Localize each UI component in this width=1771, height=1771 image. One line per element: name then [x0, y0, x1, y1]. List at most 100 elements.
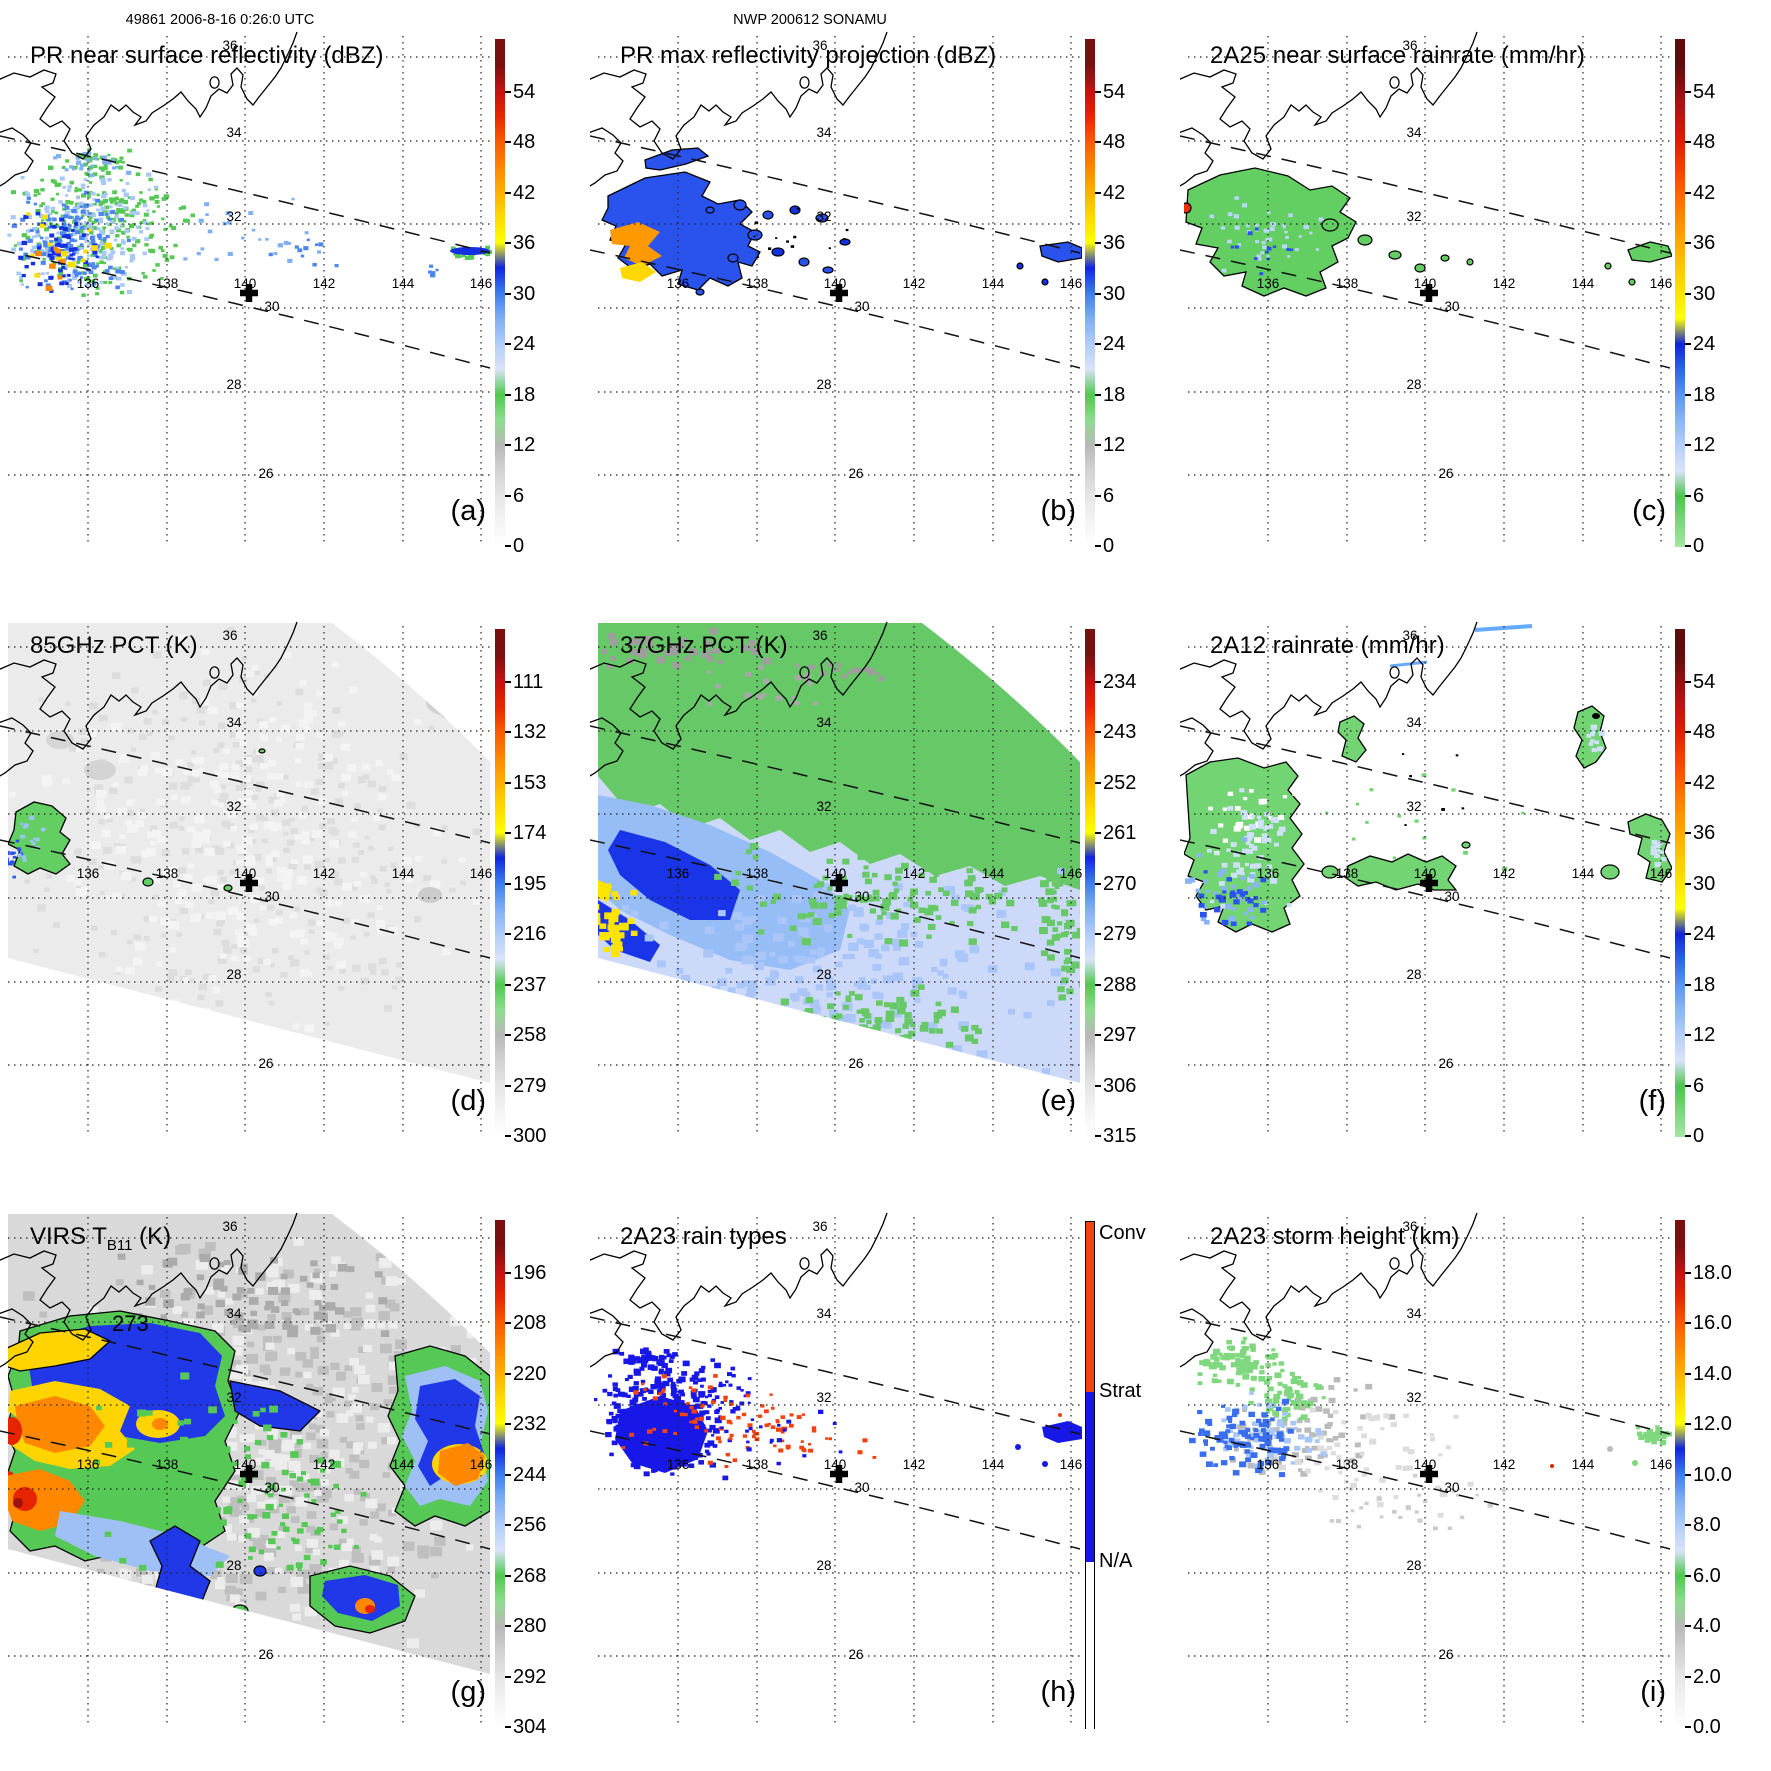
panel-letter: (a)	[450, 495, 486, 527]
data-features	[7, 147, 492, 297]
lon-label: 138	[156, 866, 179, 881]
colorbar-tick-label: 304	[513, 1716, 547, 1739]
colorbar-tick	[505, 141, 511, 144]
colorbar-tick	[505, 1625, 511, 1628]
lat-label: 28	[816, 1558, 831, 1573]
colorbar-tick-label: 48	[513, 131, 536, 154]
lat-label: 26	[848, 466, 863, 481]
colorbar-tick-label: 54	[1103, 80, 1126, 103]
lat-label: 28	[226, 967, 241, 982]
colorbar-tick	[505, 242, 511, 245]
colorbar-tick	[1685, 141, 1691, 144]
storm-center-cross	[1420, 1465, 1438, 1483]
colorbar-tick-label: 279	[1103, 923, 1137, 946]
latlon-grid	[8, 626, 490, 1136]
panel-title-text: PR near surface reflectivity (dBZ)	[30, 42, 384, 69]
colorbar-tick-label: 292	[513, 1665, 547, 1688]
colorbar-tick-label: 174	[513, 822, 547, 845]
lon-label: 144	[1572, 866, 1595, 881]
data-features	[8, 1231, 490, 1657]
colorbar-tick-label: 12	[1103, 434, 1126, 457]
colorbar	[1675, 629, 1685, 1137]
colorbar-tick-label: 232	[513, 1413, 547, 1436]
colorbar-tick-label: 24	[513, 333, 536, 356]
lon-label: 138	[156, 276, 179, 291]
colorbar-tick	[1685, 983, 1691, 986]
lat-label: 26	[258, 1647, 273, 1662]
map-svg: 136 138 140 142 144 146 36 34 32 30 28 26	[590, 621, 1082, 1136]
overpass-header: 49861 2006-8-16 0:26:0 UTC	[125, 12, 315, 28]
overpass-header: NWP 200612 SONAMU	[733, 12, 887, 28]
lon-label: 144	[392, 276, 415, 291]
lon-label: 140	[234, 276, 257, 291]
lat-label: 30	[264, 1480, 279, 1495]
coastline	[0, 31, 298, 187]
lat-label: 28	[226, 1558, 241, 1573]
colorbar-tick	[505, 1135, 511, 1138]
data-features	[594, 1347, 1082, 1481]
colorbar-tick	[1095, 545, 1101, 548]
colorbar-tick	[505, 90, 511, 93]
lon-label: 136	[1257, 866, 1280, 881]
colorbar-tick	[1685, 1084, 1691, 1087]
colorbar-tick	[1685, 832, 1691, 835]
map-svg: 136 138 140 142 144 146 36 34 32 30 28 26	[1180, 31, 1672, 546]
latlon-grid	[8, 36, 490, 546]
lat-label: 26	[1438, 1647, 1453, 1662]
colorbar-tick-label: 243	[1103, 721, 1137, 744]
colorbar-tick	[1685, 781, 1691, 784]
colorbar-tick	[1685, 444, 1691, 447]
coastline	[590, 1212, 888, 1368]
lat-label: 32	[226, 1390, 241, 1405]
colorbar-tick-label: 2.0	[1693, 1665, 1721, 1688]
panel-letter: (c)	[1632, 495, 1666, 527]
lon-label: 136	[667, 866, 690, 881]
colorbar-tick-label: 48	[1693, 131, 1716, 154]
colorbar-tick-label: 42	[1693, 771, 1716, 794]
colorbar-tick	[505, 191, 511, 194]
colorbar-tick	[505, 343, 511, 346]
colorbar-tick-label: 132	[513, 721, 547, 744]
colorbar-tick-label: 30	[1103, 282, 1126, 305]
colorbar-tick-label: 153	[513, 771, 547, 794]
colorbar-tick-label: 297	[1103, 1024, 1137, 1047]
lon-label: 140	[234, 1457, 257, 1472]
colorbar-tick	[1685, 242, 1691, 245]
colorbar-tick-label: 6	[1103, 484, 1115, 507]
colorbar-tick-label: 24	[1693, 923, 1716, 946]
colorbar-tick	[505, 1473, 511, 1476]
panel-c: 136 138 140 142 144 146 36 34 32 30 28 26 2A25 near …	[1180, 0, 1770, 590]
colorbar-tick	[1095, 494, 1101, 497]
panel-letter: (b)	[1040, 495, 1076, 527]
panel-title-text: 37GHz PCT (K)	[620, 632, 788, 659]
colorbar-tick-label: 258	[513, 1024, 547, 1047]
colorbar-tick	[1685, 343, 1691, 346]
colorbar-tick-label: 16.0	[1693, 1312, 1732, 1335]
lat-label: 30	[854, 889, 869, 904]
colorbar-tick-label: 12.0	[1693, 1413, 1732, 1436]
panel-title: 2A23 storm height (km)	[1210, 1225, 1459, 1249]
lat-label: 36	[1402, 1219, 1417, 1234]
colorbar-tick	[1685, 1625, 1691, 1628]
lon-label: 142	[903, 276, 926, 291]
storm-center-cross	[830, 284, 848, 302]
panel-title: 85GHz PCT (K)	[30, 634, 198, 658]
lon-label: 146	[1650, 1457, 1673, 1472]
lon-label: 142	[1493, 1457, 1516, 1472]
colorbar-tick	[505, 983, 511, 986]
colorbar-tick-label: 280	[513, 1615, 547, 1638]
lat-label: 26	[1438, 466, 1453, 481]
colorbar-tick-label: 268	[513, 1564, 547, 1587]
colorbar-tick	[1685, 494, 1691, 497]
lat-label: 30	[264, 299, 279, 314]
colorbar-tick-label: 30	[513, 282, 536, 305]
lat-label: 32	[1406, 1390, 1421, 1405]
colorbar-tick	[1095, 882, 1101, 885]
lon-label: 142	[313, 1457, 336, 1472]
colorbar-tick	[505, 393, 511, 396]
colorbar-tick	[1685, 1034, 1691, 1037]
coastline	[1180, 1212, 1478, 1368]
data-features	[601, 147, 1082, 296]
colorbar-tick	[1685, 545, 1691, 548]
map-svg: 136 138 140 142 144 146 36 34 32 30 28 26	[590, 1212, 1082, 1727]
